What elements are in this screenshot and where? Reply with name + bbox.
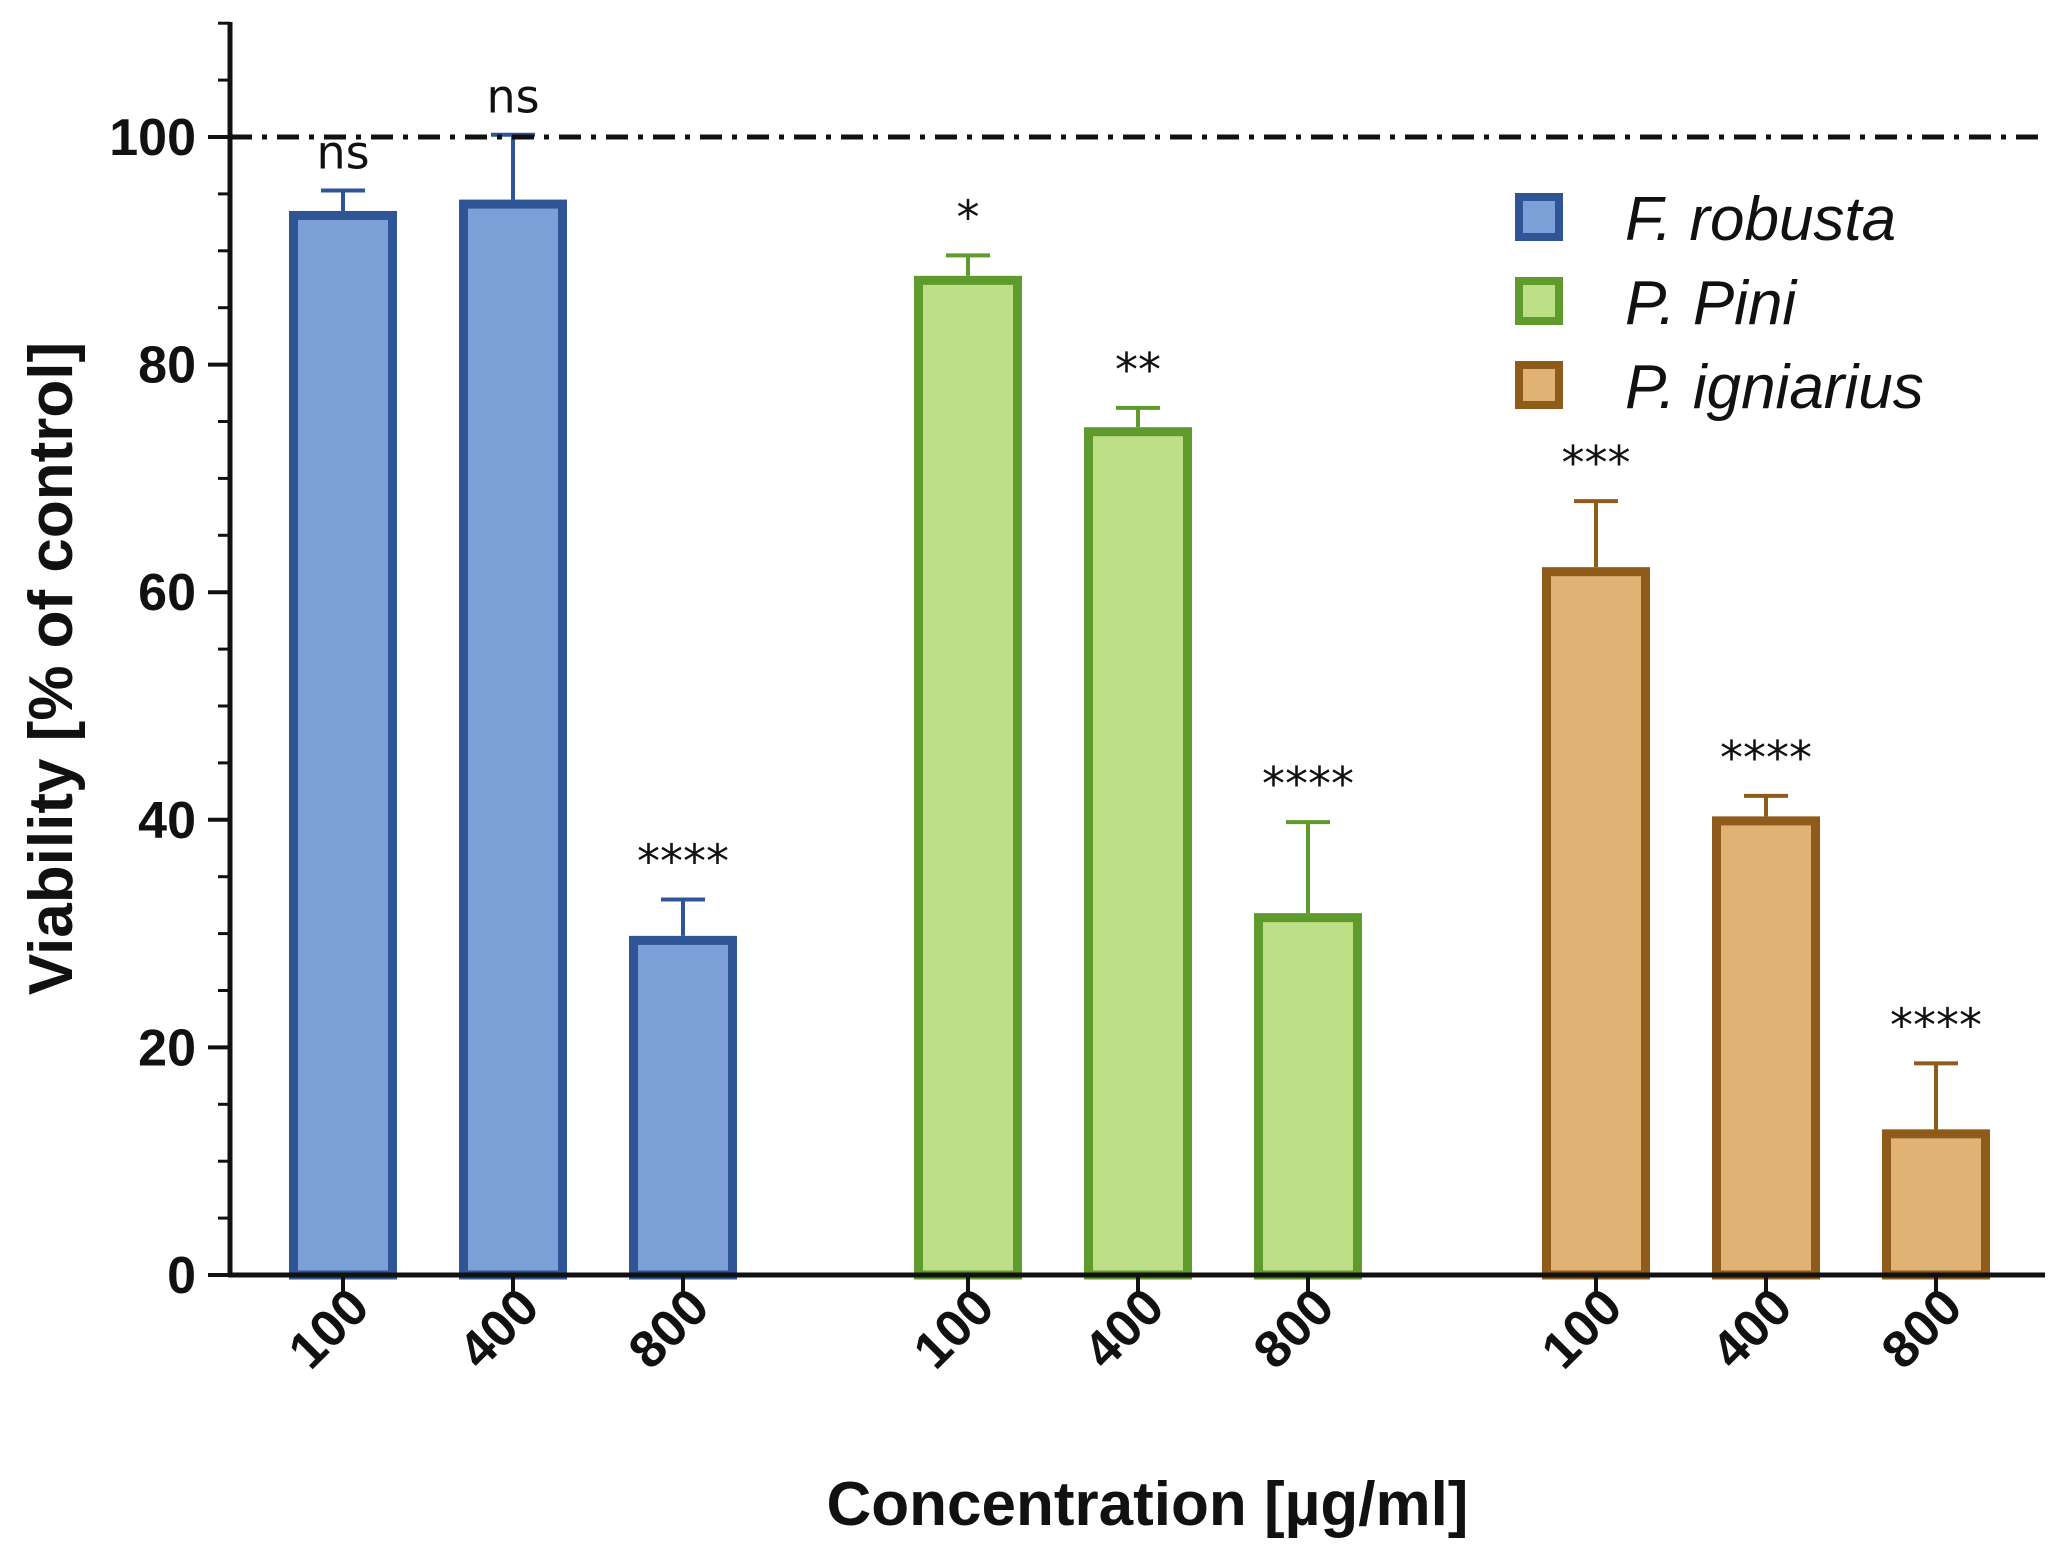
legend-swatch xyxy=(1515,361,1563,409)
x-tick-label: 100 xyxy=(1531,1278,1633,1380)
y-tick-label: 0 xyxy=(167,1247,196,1305)
bar xyxy=(1542,567,1650,1280)
bar xyxy=(1882,1129,1990,1280)
x-axis-title: Concentration [µg/ml] xyxy=(827,1470,1469,1539)
axes-layer: 100 400 800 100 400 800 100 400 800 0 20 40 60 80 100 xyxy=(109,21,2045,1380)
significance-label: **** xyxy=(637,834,729,888)
y-tick-label: 60 xyxy=(138,564,196,622)
bar xyxy=(1254,913,1362,1280)
significance-label: **** xyxy=(1262,757,1354,811)
x-tick-label: 100 xyxy=(278,1278,380,1380)
legend-label: P. Pini xyxy=(1625,269,1798,338)
significance-label: ** xyxy=(1115,343,1161,397)
y-tick-label: 80 xyxy=(138,337,196,395)
x-tick-label: 800 xyxy=(1871,1278,1973,1380)
x-tick-label: 800 xyxy=(1243,1278,1345,1380)
y-tick-label: 40 xyxy=(138,792,196,850)
significance-label: **** xyxy=(1720,731,1812,785)
significance-label: *** xyxy=(1562,436,1631,490)
x-tick-label: 400 xyxy=(1073,1278,1175,1380)
legend-label: P. igniarius xyxy=(1625,353,1924,422)
y-tick-label: 20 xyxy=(138,1019,196,1077)
significance-label: ns xyxy=(486,70,539,124)
bar xyxy=(629,935,737,1280)
significance-label: ns xyxy=(316,125,369,179)
legend-swatch xyxy=(1515,193,1563,241)
y-tick-label: 100 xyxy=(109,109,196,167)
x-tick-label: 100 xyxy=(903,1278,1005,1380)
bar xyxy=(1084,427,1192,1280)
x-tick-label: 800 xyxy=(618,1278,720,1380)
significance-label: * xyxy=(957,190,980,244)
y-axis-title: Viability [% of control] xyxy=(17,342,86,995)
bar xyxy=(289,210,397,1280)
x-tick-label: 400 xyxy=(1701,1278,1803,1380)
bar xyxy=(1712,816,1820,1280)
bar xyxy=(914,275,1022,1280)
legend-swatch xyxy=(1515,277,1563,325)
bar xyxy=(459,199,567,1280)
significance-label: **** xyxy=(1890,998,1982,1052)
x-tick-label: 400 xyxy=(448,1278,550,1380)
legend-label: F. robusta xyxy=(1625,185,1896,254)
legend: F. robusta P. Pini P. igniarius xyxy=(1515,185,1924,422)
